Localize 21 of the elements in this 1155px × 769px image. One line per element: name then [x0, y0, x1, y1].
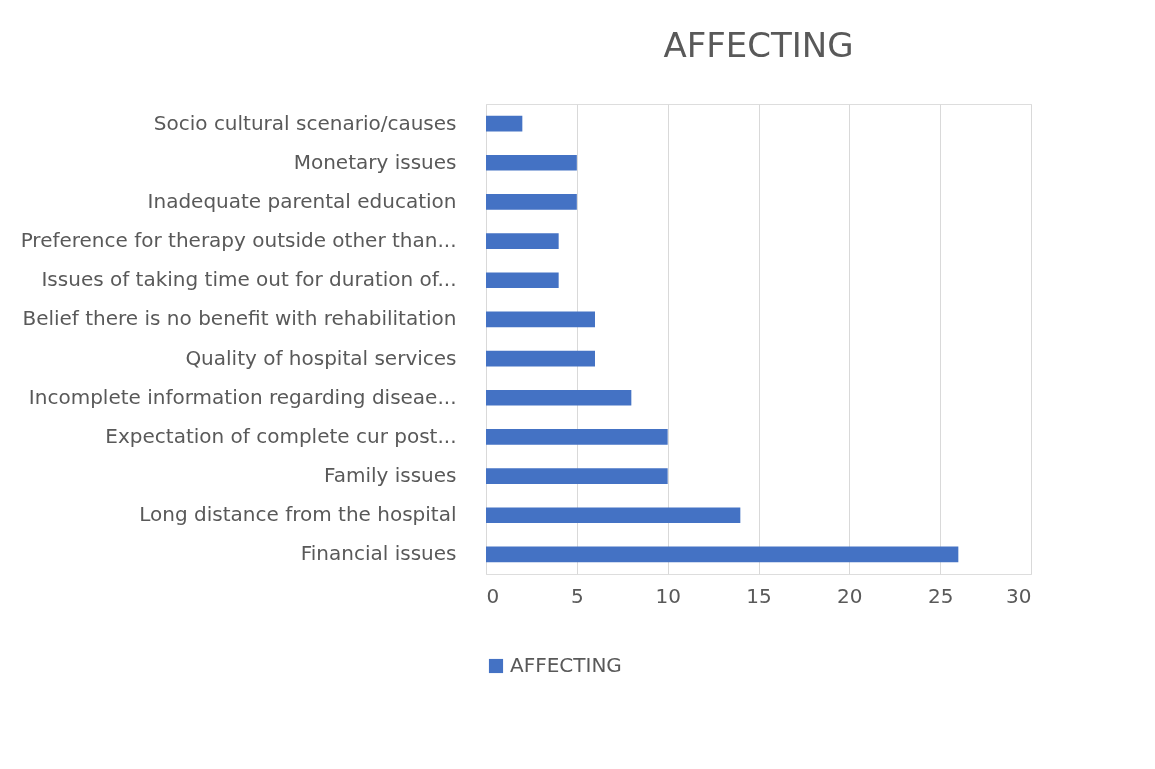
- y-tick-label: Quality of hospital services: [185, 345, 457, 370]
- y-tick-label: Socio cultural scenario/causes: [153, 110, 457, 135]
- y-tick-label: Family issues: [323, 463, 457, 488]
- x-tick-label: 15: [746, 583, 772, 608]
- x-tick-label: 30: [1006, 583, 1032, 608]
- legend-label: AFFECTING: [510, 653, 622, 677]
- y-tick-label: Monetary issues: [293, 149, 457, 174]
- chart-title: AFFECTING: [663, 25, 854, 65]
- y-tick-label: Issues of taking time out for duration of...: [41, 267, 457, 292]
- y-tick-label: Expectation of complete cur post...: [105, 423, 457, 448]
- y-tick-label: Financial issues: [300, 541, 457, 566]
- x-tick-label: 20: [837, 583, 863, 608]
- y-tick-label: Belief there is no benefit with rehabilitation: [22, 306, 457, 331]
- y-tick-label: Long distance from the hospital: [139, 502, 457, 527]
- y-tick-label: Incomplete information regarding diseae...: [28, 384, 457, 409]
- x-tick-label: 25: [927, 583, 954, 608]
- y-tick-label: Inadequate parental education: [147, 188, 457, 213]
- x-tick-label: 0: [486, 583, 500, 608]
- y-tick-label: Preference for therapy outside other than...: [20, 228, 457, 253]
- x-tick-label: 10: [655, 583, 681, 608]
- x-tick-label: 5: [570, 583, 584, 608]
